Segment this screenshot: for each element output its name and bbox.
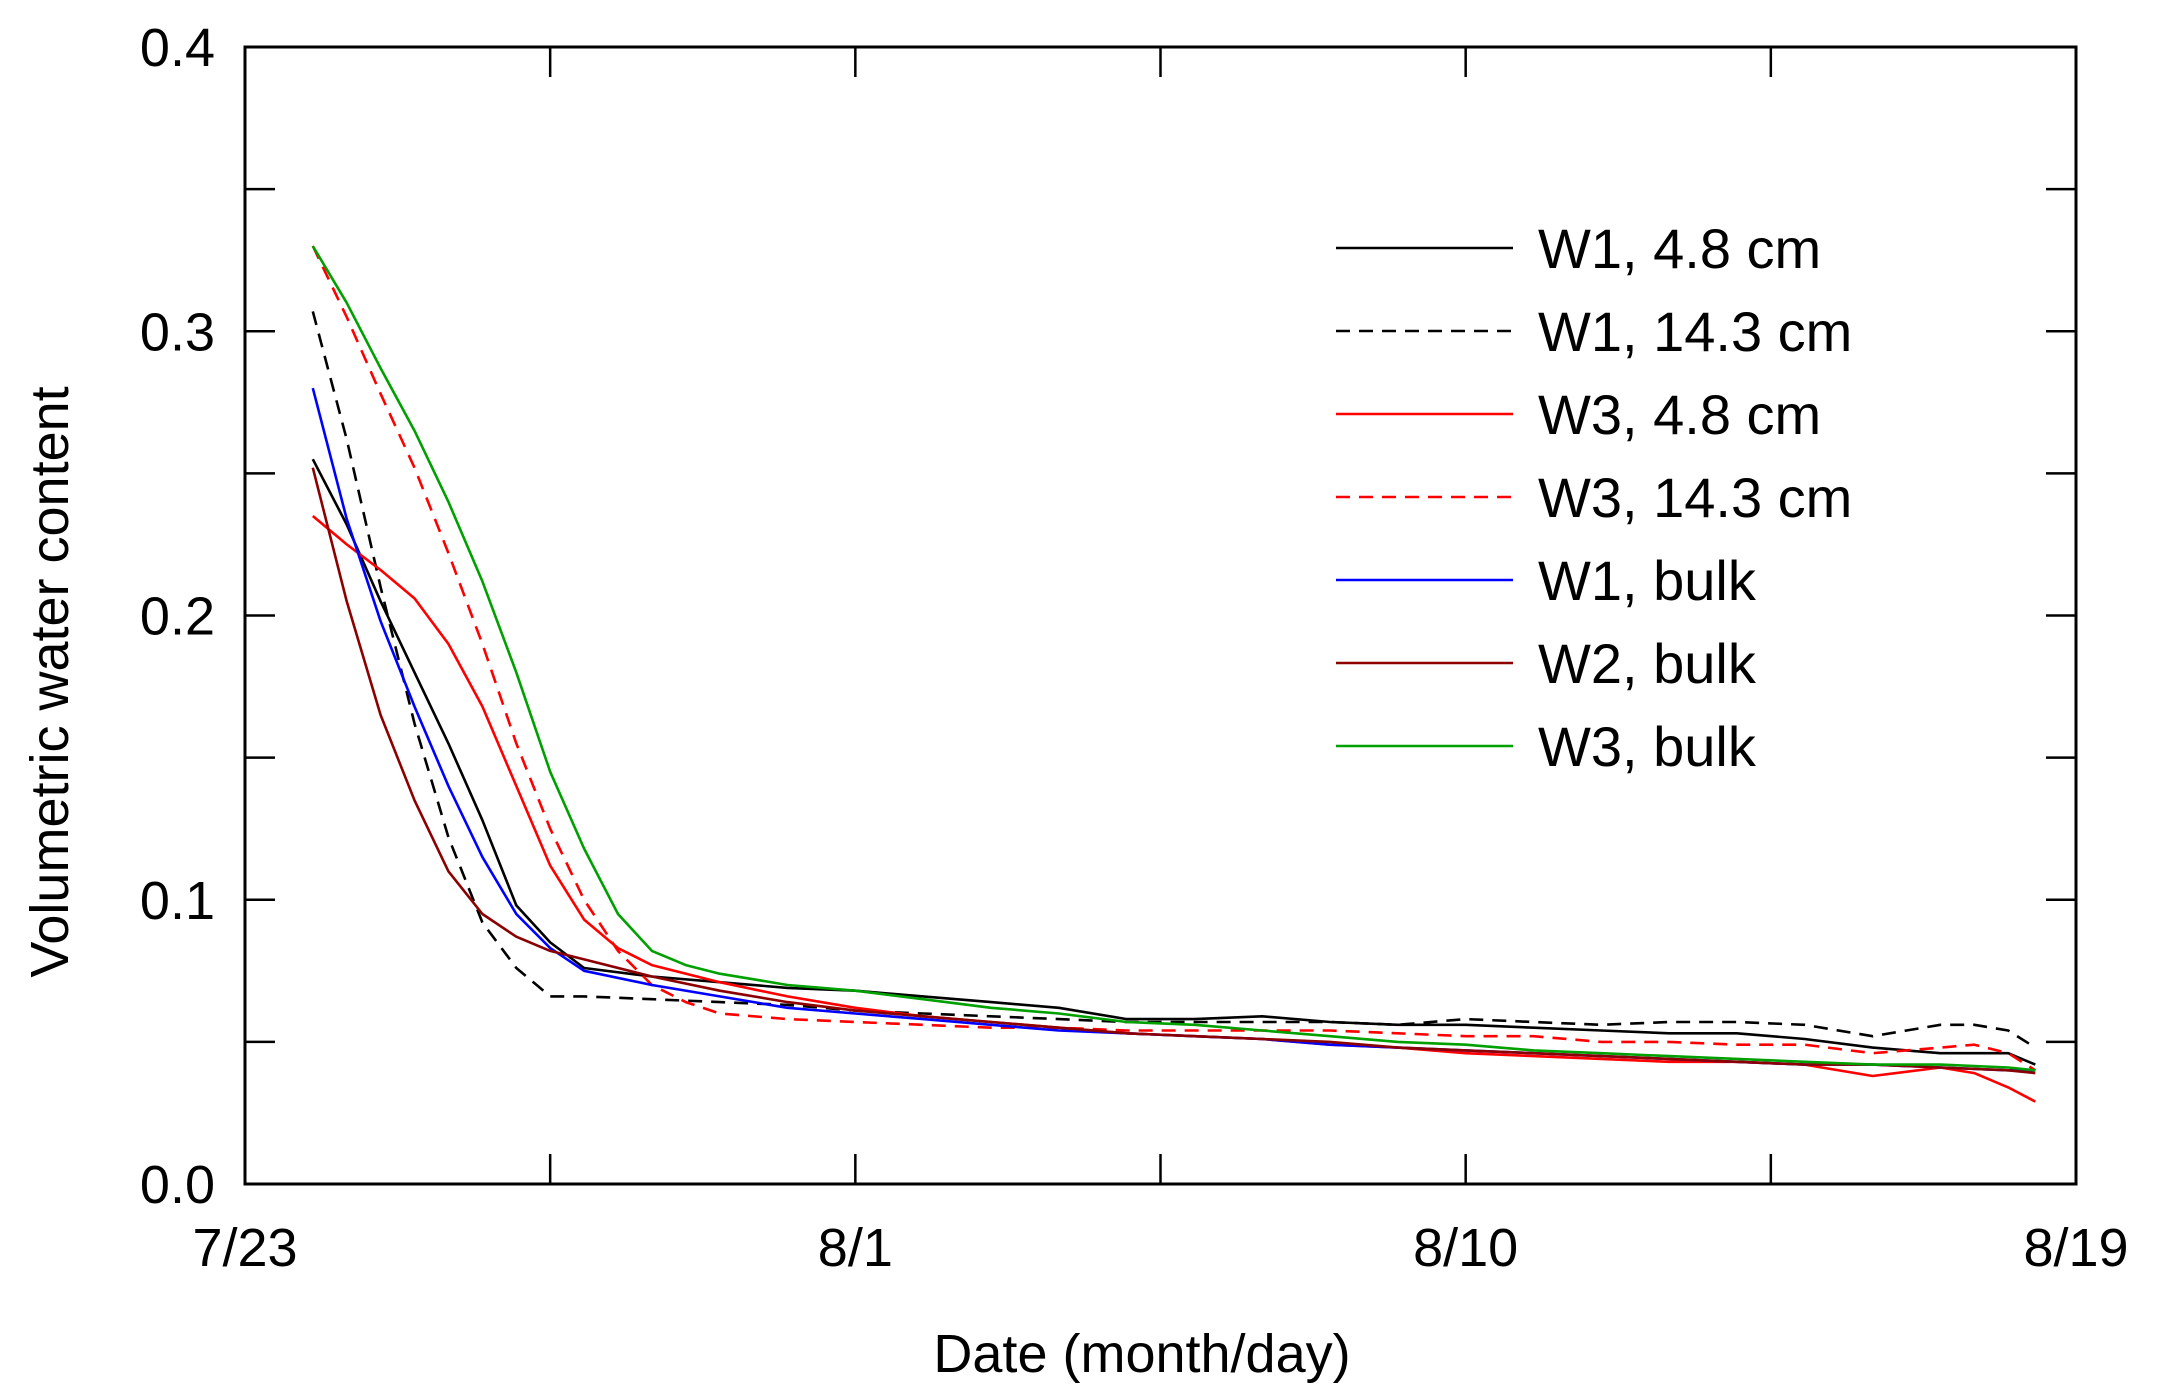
y-tick-label: 0.0 <box>140 1155 215 1215</box>
legend-label: W3, 4.8 cm <box>1538 383 1821 446</box>
tick-labels: 7/23 8/1 8/10 8/19 0.0 0.1 0.2 0.3 0.4 <box>140 18 2129 1278</box>
legend-label: W1, 4.8 cm <box>1538 217 1821 280</box>
x-tick-label: 8/1 <box>818 1218 893 1278</box>
y-tick-label: 0.4 <box>140 18 215 78</box>
y-tick-label: 0.2 <box>140 587 215 647</box>
series-line-6 <box>311 467 2036 1075</box>
y-axis-title: Volumetric water content <box>20 386 80 977</box>
y-tick-label: 0.1 <box>140 871 215 931</box>
legend-label: W1, bulk <box>1538 549 1757 612</box>
series-line-1 <box>311 458 2036 1066</box>
x-axis-title: Date (month/day) <box>933 1324 1350 1384</box>
legend-label: W1, 14.3 cm <box>1538 300 1852 363</box>
legend: W1, 4.8 cm W1, 14.3 cm W3, 4.8 cm W3, 14.3 … <box>1336 217 1852 778</box>
x-tick-label: 8/10 <box>1413 1218 1518 1278</box>
series-line-7 <box>311 245 2036 1072</box>
x-tick-label: 8/19 <box>2023 1218 2128 1278</box>
x-tick-label: 7/23 <box>192 1218 297 1278</box>
plot-frame <box>243 45 2078 1186</box>
legend-label: W3, 14.3 cm <box>1538 466 1852 529</box>
legend-label: W3, bulk <box>1538 715 1757 778</box>
legend-label: W2, bulk <box>1538 632 1757 695</box>
y-tick-label: 0.3 <box>140 302 215 362</box>
data-series <box>311 245 2036 1103</box>
